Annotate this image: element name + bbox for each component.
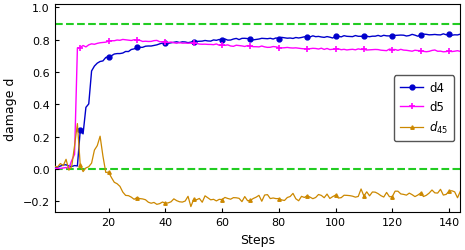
Legend: d4, d5, $d_{45}$: d4, d5, $d_{45}$ — [394, 76, 454, 142]
d4 — [80, 133, 86, 136]
d4 — [112, 53, 117, 56]
d5 — [182, 42, 188, 45]
d4 — [52, 166, 58, 170]
$d_{45}$ — [384, 191, 389, 194]
d5 — [58, 167, 63, 170]
Line: d4: d4 — [52, 32, 463, 170]
d4 — [378, 36, 384, 39]
d4 — [341, 35, 347, 38]
Line: d5: d5 — [51, 37, 464, 172]
d5 — [347, 49, 352, 52]
d5 — [390, 49, 395, 52]
d5 — [83, 46, 89, 49]
d5 — [114, 39, 120, 42]
$d_{45}$ — [74, 122, 80, 126]
Y-axis label: damage d: damage d — [4, 77, 17, 140]
$d_{45}$ — [52, 165, 58, 168]
d4 — [440, 33, 446, 36]
d4 — [458, 34, 463, 36]
d5 — [384, 50, 389, 53]
d5 — [458, 51, 463, 54]
$d_{45}$ — [83, 167, 89, 170]
$d_{45}$ — [458, 190, 463, 193]
d4 — [177, 42, 182, 45]
$d_{45}$ — [347, 194, 352, 197]
$d_{45}$ — [179, 201, 185, 204]
d5 — [120, 39, 126, 42]
$d_{45}$ — [114, 182, 120, 186]
$d_{45}$ — [188, 205, 193, 208]
X-axis label: Steps: Steps — [240, 233, 275, 246]
$d_{45}$ — [390, 195, 395, 198]
Line: $d_{45}$: $d_{45}$ — [53, 122, 462, 208]
d4 — [384, 35, 389, 38]
d5 — [52, 167, 58, 170]
